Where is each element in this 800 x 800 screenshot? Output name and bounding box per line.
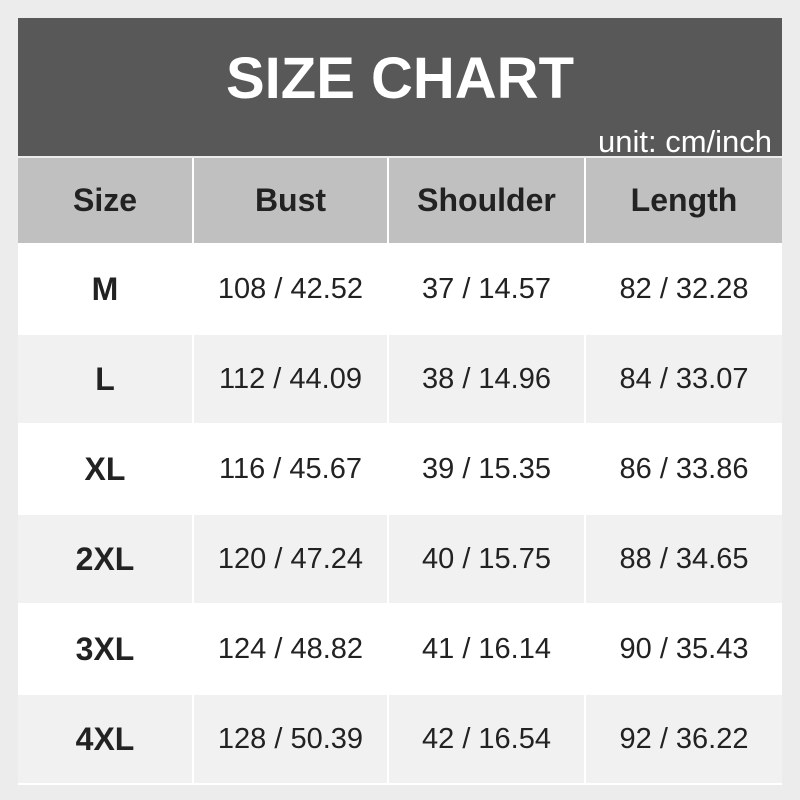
shoulder-cell: 38 / 14.96 — [389, 335, 584, 423]
size-cell: L — [18, 335, 192, 423]
shoulder-cell: 39 / 15.35 — [389, 425, 584, 513]
unit-label: unit: cm/inch — [597, 124, 772, 159]
shoulder-cell: 41 / 16.14 — [389, 605, 584, 693]
bust-cell: 116 / 45.67 — [194, 425, 387, 513]
header-length: Length — [586, 158, 782, 243]
header-bust: Bust — [194, 158, 387, 243]
title-band: SIZE CHART unit: cm/inch — [18, 18, 782, 159]
size-cell: 3XL — [18, 605, 192, 693]
header-shoulder: Shoulder — [389, 158, 584, 243]
size-cell: XL — [18, 425, 192, 513]
bust-cell: 124 / 48.82 — [194, 605, 387, 693]
bust-cell: 120 / 47.24 — [194, 515, 387, 603]
size-cell: 4XL — [18, 695, 192, 783]
chart-title: SIZE CHART — [226, 46, 574, 111]
shoulder-cell: 37 / 14.57 — [389, 245, 584, 333]
length-cell: 84 / 33.07 — [586, 335, 782, 423]
length-cell: 82 / 32.28 — [586, 245, 782, 333]
length-cell: 92 / 36.22 — [586, 695, 782, 783]
bust-cell: 112 / 44.09 — [194, 335, 387, 423]
size-cell: 2XL — [18, 515, 192, 603]
length-cell: 88 / 34.65 — [586, 515, 782, 603]
shoulder-cell: 40 / 15.75 — [389, 515, 584, 603]
size-cell: M — [18, 245, 192, 333]
size-table: Size Bust Shoulder Length M 108 / 42.52 37… — [18, 158, 782, 785]
shoulder-cell: 42 / 16.54 — [389, 695, 584, 783]
bust-cell: 128 / 50.39 — [194, 695, 387, 783]
bust-cell: 108 / 42.52 — [194, 245, 387, 333]
header-size: Size — [18, 158, 192, 243]
length-cell: 90 / 35.43 — [586, 605, 782, 693]
length-cell: 86 / 33.86 — [586, 425, 782, 513]
